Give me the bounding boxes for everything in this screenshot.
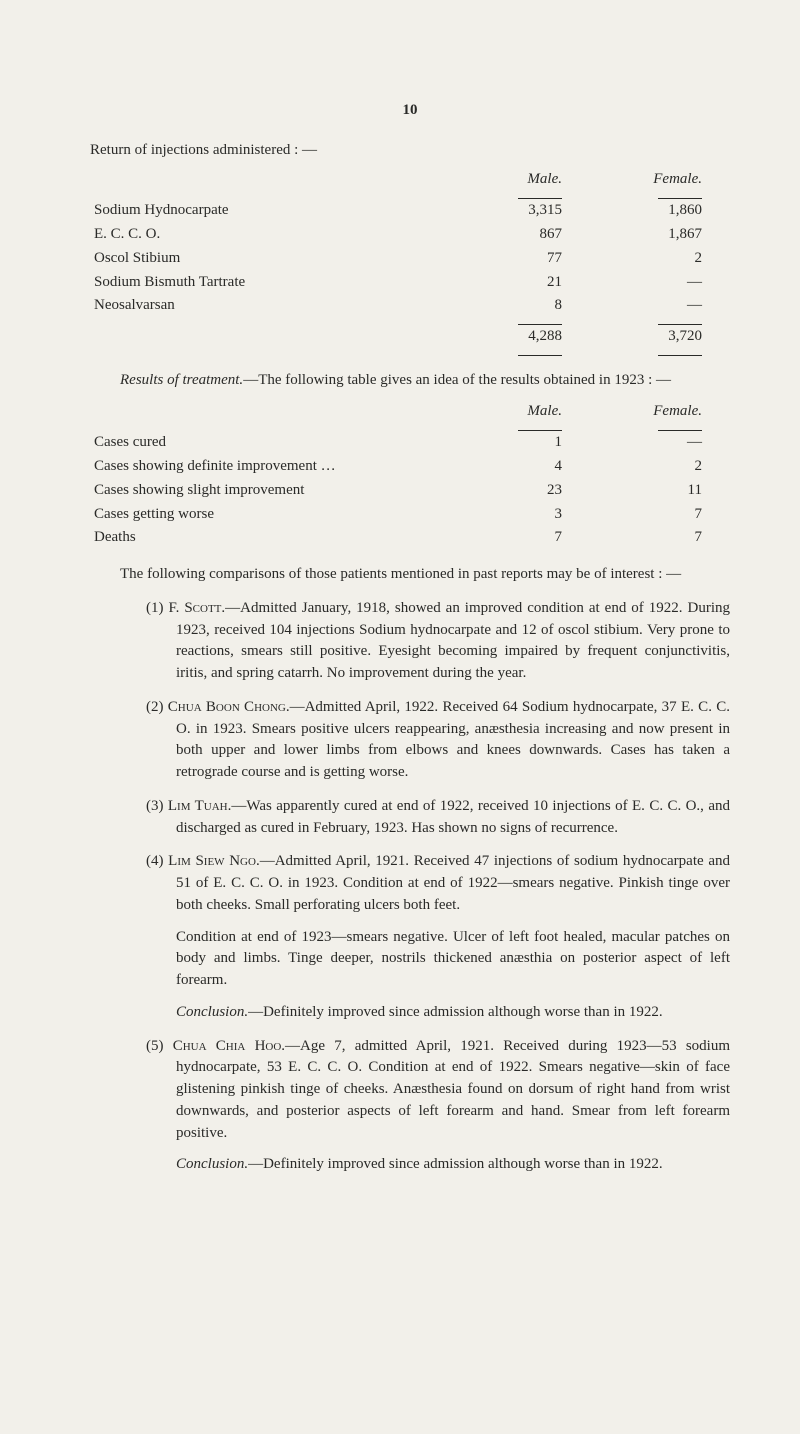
cell-male: 1 <box>487 431 602 455</box>
case-number: (3) <box>146 798 164 814</box>
section-title-injections: Return of injections administered : — <box>90 140 730 162</box>
case-body: —Was apparently cured at end of 1922, re… <box>176 798 730 836</box>
cell-label: Neosalvarsan <box>90 294 487 318</box>
total-male: 4,288 <box>487 325 602 349</box>
table-row: E. C. C. O. 867 1,867 <box>90 223 730 247</box>
case-name: Lim Tuah. <box>168 798 231 814</box>
case-4: (4) Lim Siew Ngo.—Admitted April, 1921. … <box>90 851 730 916</box>
case-4-condition: Condition at end of 1923—smears negative… <box>90 927 730 992</box>
cell-label: E. C. C. O. <box>90 223 487 247</box>
table-row: Sodium Bismuth Tartrate 21 — <box>90 271 730 295</box>
case-5-conclusion: Conclusion.—Definitely improved since ad… <box>90 1154 730 1176</box>
cell-male: 4 <box>487 455 602 479</box>
table-row: Cases showing slight improvement 23 11 <box>90 479 730 503</box>
cell-label: Sodium Hydnocarpate <box>90 199 487 223</box>
case-5: (5) Chua Chia Hoo.—Age 7, admitted April… <box>90 1036 730 1145</box>
col-male: Male. <box>487 168 602 193</box>
table-row: Cases showing definite improvement … 4 2 <box>90 455 730 479</box>
cell-female: 7 <box>602 503 730 527</box>
case-2: (2) Chua Boon Chong.—Admitted April, 192… <box>90 697 730 784</box>
cell-female: — <box>602 294 730 318</box>
cell-female: 7 <box>602 526 730 550</box>
case-body: —Admitted January, 1918, showed an impro… <box>176 600 730 681</box>
conclusion-body: —Definitely improved since admission alt… <box>248 1156 663 1172</box>
conclusion-lead: Conclusion. <box>176 1004 248 1020</box>
case-4-conclusion: Conclusion.—Definitely improved since ad… <box>90 1002 730 1024</box>
results-table: Male. Female. Cases cured 1 — Cases show… <box>90 400 730 551</box>
cell-female: 11 <box>602 479 730 503</box>
cell-female: 1,860 <box>602 199 730 223</box>
followup-intro: The following comparisons of those patie… <box>90 564 730 586</box>
cell-male: 3,315 <box>487 199 602 223</box>
cell-male: 77 <box>487 247 602 271</box>
cell-female: — <box>602 271 730 295</box>
results-lead: Results of treatment. <box>120 372 243 388</box>
total-female: 3,720 <box>602 325 730 349</box>
col-female: Female. <box>602 168 730 193</box>
injections-table: Male. Female. Sodium Hydnocarpate 3,315 … <box>90 168 730 356</box>
cell-label: Cases cured <box>90 431 487 455</box>
case-number: (2) <box>146 699 164 715</box>
table-row: Sodium Hydnocarpate 3,315 1,860 <box>90 199 730 223</box>
case-body: —Admitted April, 1921. Received 47 injec… <box>176 853 730 913</box>
cell-female: 2 <box>602 247 730 271</box>
table-header-row: Male. Female. <box>90 168 730 193</box>
case-name: Chua Chia Hoo. <box>173 1038 285 1054</box>
case-name: Lim Siew Ngo. <box>168 853 260 869</box>
table-row: Cases getting worse 3 7 <box>90 503 730 527</box>
case-name: Chua Boon Chong. <box>168 699 290 715</box>
cell-male: 8 <box>487 294 602 318</box>
cell-male: 21 <box>487 271 602 295</box>
results-intro: Results of treatment.—The following tabl… <box>90 370 730 392</box>
cell-female: — <box>602 431 730 455</box>
table-header-row: Male. Female. <box>90 400 730 425</box>
results-rest: —The following table gives an idea of th… <box>243 372 671 388</box>
cell-male: 23 <box>487 479 602 503</box>
case-name: F. Scott. <box>168 600 225 616</box>
table-row: Neosalvarsan 8 — <box>90 294 730 318</box>
cell-label: Oscol Stibium <box>90 247 487 271</box>
case-number: (4) <box>146 853 164 869</box>
table-row: Oscol Stibium 77 2 <box>90 247 730 271</box>
conclusion-lead: Conclusion. <box>176 1156 248 1172</box>
table-row: Deaths 7 7 <box>90 526 730 550</box>
cell-male: 3 <box>487 503 602 527</box>
cell-male: 7 <box>487 526 602 550</box>
cell-female: 1,867 <box>602 223 730 247</box>
col-female: Female. <box>602 400 730 425</box>
case-3: (3) Lim Tuah.—Was apparently cured at en… <box>90 796 730 840</box>
conclusion-body: —Definitely improved since admission alt… <box>248 1004 663 1020</box>
case-1: (1) F. Scott.—Admitted January, 1918, sh… <box>90 598 730 685</box>
cell-label: Sodium Bismuth Tartrate <box>90 271 487 295</box>
cell-label: Cases getting worse <box>90 503 487 527</box>
cell-female: 2 <box>602 455 730 479</box>
table-row: Cases cured 1 — <box>90 431 730 455</box>
page: 10 Return of injections administered : —… <box>0 0 800 1246</box>
cell-male: 867 <box>487 223 602 247</box>
page-number: 10 <box>90 100 730 122</box>
case-number: (5) <box>146 1038 164 1054</box>
cell-label: Cases showing slight improvement <box>90 479 487 503</box>
table-total-row: 4,288 3,720 <box>90 325 730 349</box>
col-male: Male. <box>487 400 602 425</box>
cell-label: Cases showing definite improvement … <box>90 455 487 479</box>
case-number: (1) <box>146 600 164 616</box>
cell-label: Deaths <box>90 526 487 550</box>
